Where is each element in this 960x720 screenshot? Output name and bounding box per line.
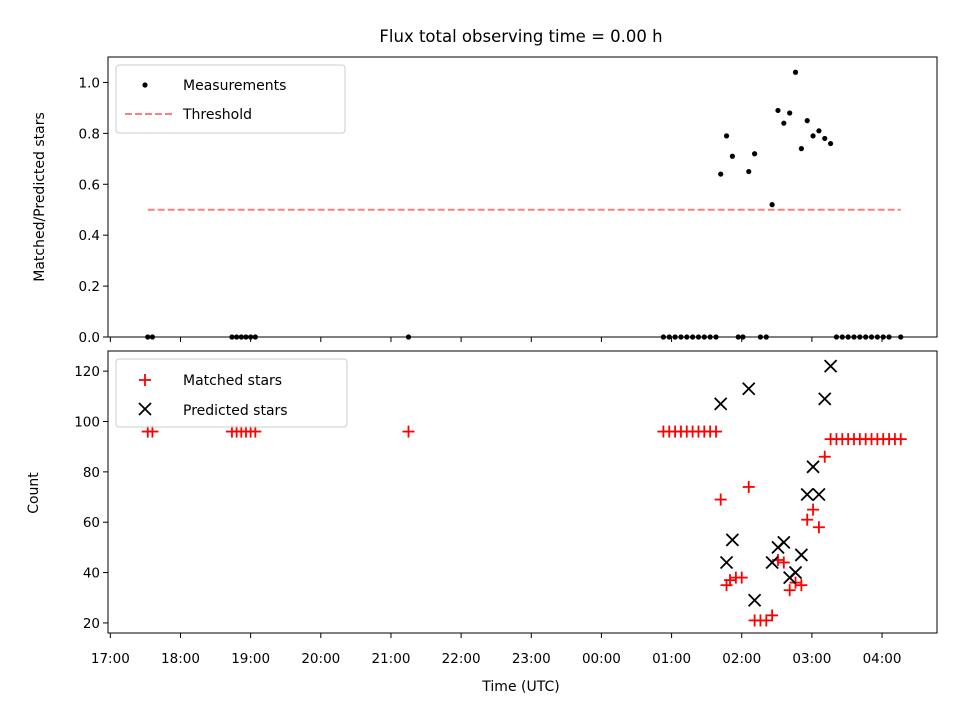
legend-matched-marker: [139, 374, 151, 386]
legend-threshold-label: Threshold: [182, 107, 252, 123]
matched-star-point: [801, 513, 814, 526]
y-tick-label: 0.6: [79, 177, 100, 193]
matched-star-point: [812, 521, 825, 534]
measurement-point: [822, 135, 828, 142]
legend-predicted-label: Predicted stars: [183, 403, 288, 419]
y-tick-label: 20: [83, 616, 100, 632]
predicted-star-point: [800, 487, 814, 502]
measurement-point: [775, 107, 781, 114]
bottom-plot-area: [141, 359, 907, 627]
x-tick-label: 17:00: [91, 651, 130, 667]
y-tick-label: 80: [83, 465, 100, 481]
measurement-point: [729, 153, 735, 159]
y-tick-label: 60: [83, 515, 100, 531]
bottom-y-axis-label: Count: [26, 472, 42, 514]
matched-star-point: [742, 480, 755, 493]
top-panel: 0.0 0.2 0.4 0.6 0.8 1.0 Matched/Predicted sta…: [32, 56, 938, 346]
predicted-star-point: [794, 548, 809, 562]
top-plot-area: [145, 69, 904, 340]
predicted-star-point: [747, 593, 762, 607]
measurement-point: [827, 140, 834, 147]
y-tick-label: 0.0: [79, 330, 100, 346]
predicted-star-point: [719, 555, 734, 570]
matched-star-point: [818, 450, 831, 463]
measurement-point: [718, 171, 724, 177]
matched-star-point: [714, 493, 727, 506]
top-panel-frame: [107, 56, 938, 338]
measurement-point: [769, 202, 775, 208]
matched-star-point: [724, 574, 737, 587]
x-tick-label: 23:00: [512, 651, 551, 667]
matched-star-point: [894, 433, 907, 446]
legend-predicted-marker: [138, 402, 152, 416]
bottom-y-axis: 20 40 60 80 100 120: [74, 364, 108, 632]
bottom-panel: 20 40 60 80 100 120 17:00 18:00 19:00 20:00 21:00…: [26, 350, 938, 695]
matched-star-point: [402, 425, 415, 438]
matched-star-point: [777, 556, 790, 569]
x-tick-label: 02:00: [722, 651, 761, 667]
matched-star-point: [249, 425, 262, 438]
predicted-star-point: [714, 397, 728, 411]
chart-title: Flux total observing time = 0.00 h: [379, 27, 662, 46]
matched-star-point: [760, 614, 773, 627]
matched-star-point: [146, 425, 159, 438]
bottom-legend-box: [115, 358, 348, 428]
predicted-star-point: [812, 487, 826, 502]
measurement-point: [792, 69, 799, 75]
measurement-point: [804, 118, 810, 124]
predicted-star-point: [806, 460, 820, 474]
top-y-axis: 0.0 0.2 0.4 0.6 0.8 1.0: [79, 75, 108, 346]
top-legend: Measurements Threshold: [115, 64, 346, 134]
y-tick-label: 100: [74, 415, 100, 431]
measurement-point: [816, 128, 822, 134]
matched-star-point: [735, 571, 748, 584]
x-tick-label: 03:00: [792, 651, 831, 667]
x-tick-label: 01:00: [652, 651, 691, 667]
bottom-x-axis: 17:00 18:00 19:00 20:00 21:00 22:00 23:00 00:00…: [91, 633, 902, 667]
x-tick-label: 19:00: [231, 651, 270, 667]
legend-measurements-marker: [142, 82, 148, 88]
matched-star-point: [766, 609, 779, 622]
y-tick-label: 1.0: [79, 75, 100, 91]
y-tick-label: 0.2: [79, 279, 100, 295]
bottom-legend: Matched stars Predicted stars: [115, 358, 348, 428]
legend-matched-label: Matched stars: [183, 373, 282, 389]
matched-star-point: [795, 579, 808, 592]
bottom-panel-frame: [107, 350, 938, 634]
top-x-ticks: [109, 337, 883, 342]
legend-measurements-label: Measurements: [183, 78, 286, 94]
y-tick-label: 0.4: [79, 228, 100, 244]
x-tick-label: 21:00: [372, 651, 411, 667]
measurement-point: [781, 120, 787, 126]
matched-star-point: [783, 584, 796, 597]
x-tick-label: 22:00: [442, 651, 481, 667]
measurement-point: [723, 133, 730, 139]
predicted-star-point: [742, 382, 756, 396]
predicted-star-point: [823, 359, 838, 373]
measurement-point: [810, 133, 816, 139]
predicted-star-point: [765, 555, 779, 570]
predicted-star-point: [818, 392, 832, 406]
y-tick-label: 0.8: [79, 126, 100, 142]
top-legend-box: [115, 64, 346, 134]
matched-star-point: [710, 425, 723, 438]
predicted-star-point: [788, 565, 803, 580]
x-tick-label: 00:00: [582, 651, 621, 667]
predicted-star-point: [725, 533, 740, 547]
x-tick-label: 04:00: [863, 651, 902, 667]
y-tick-label: 120: [74, 364, 100, 380]
measurement-point: [746, 168, 752, 175]
predicted-star-point: [777, 535, 791, 549]
measurement-point: [751, 151, 758, 157]
x-tick-label: 20:00: [301, 651, 340, 667]
top-y-axis-label: Matched/Predicted stars: [32, 112, 48, 282]
measurement-point: [798, 146, 804, 152]
x-tick-label: 18:00: [161, 651, 200, 667]
y-tick-label: 40: [83, 566, 100, 582]
x-axis-label: Time (UTC): [481, 679, 559, 695]
matched-star-point: [807, 503, 820, 516]
measurement-point: [787, 110, 793, 116]
